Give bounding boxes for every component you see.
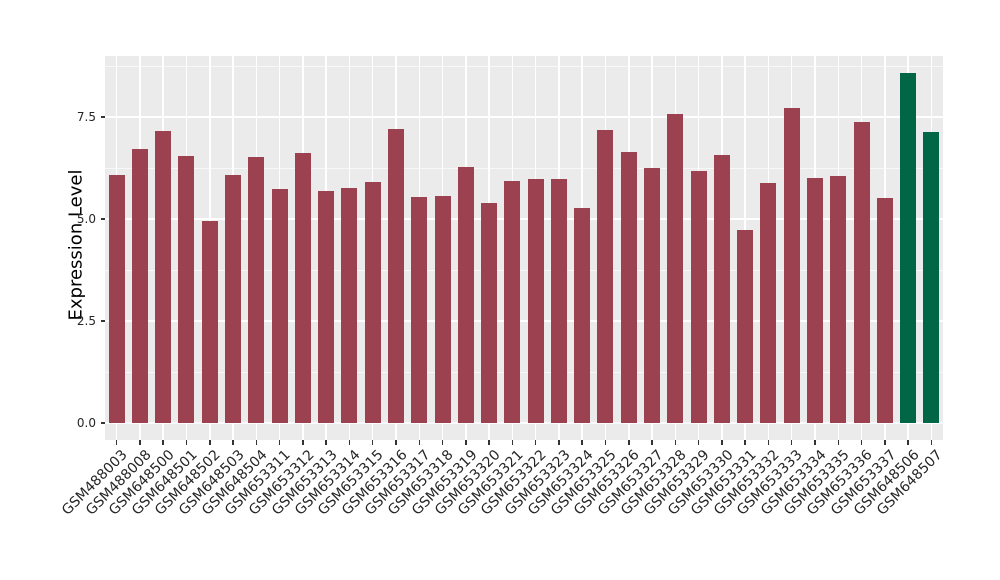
x-tick-mark bbox=[860, 440, 863, 445]
bar-GSM648507 bbox=[923, 132, 940, 423]
y-tick-label: 5.0 bbox=[76, 212, 96, 226]
x-tick-mark bbox=[371, 440, 374, 445]
y-axis-title: Expression Level bbox=[65, 169, 87, 321]
bar-GSM653329 bbox=[690, 170, 707, 423]
x-tick-mark bbox=[628, 440, 630, 445]
y-tick-mark bbox=[100, 422, 105, 424]
x-tick-mark bbox=[744, 440, 746, 445]
bar-GSM653333 bbox=[783, 108, 800, 423]
x-tick-mark bbox=[721, 440, 723, 445]
bar-GSM653328 bbox=[667, 114, 684, 423]
x-tick-mark bbox=[767, 440, 770, 445]
bar-GSM653331 bbox=[737, 230, 754, 423]
bar-GSM653332 bbox=[760, 182, 777, 423]
minor-gridline bbox=[105, 269, 943, 271]
major-gridline bbox=[105, 116, 943, 118]
x-tick-mark bbox=[604, 440, 607, 445]
bar-GSM488003 bbox=[108, 175, 125, 423]
bar-GSM653315 bbox=[364, 181, 381, 423]
bar-GSM653330 bbox=[713, 154, 730, 423]
x-tick-mark bbox=[115, 440, 118, 445]
bar-GSM653316 bbox=[387, 129, 404, 423]
bar-GSM648503 bbox=[225, 175, 242, 423]
x-tick-mark bbox=[907, 440, 909, 445]
major-gridline bbox=[105, 320, 943, 322]
bar-GSM648502 bbox=[201, 221, 218, 423]
bar-GSM653314 bbox=[341, 187, 358, 423]
bar-GSM648500 bbox=[155, 130, 172, 423]
minor-gridline bbox=[105, 65, 943, 67]
x-tick-mark bbox=[558, 440, 560, 445]
major-gridline bbox=[105, 218, 943, 220]
bar-GSM648504 bbox=[248, 156, 265, 423]
bar-GSM653320 bbox=[481, 203, 498, 423]
x-tick-mark bbox=[255, 440, 258, 445]
x-tick-mark bbox=[162, 440, 164, 445]
y-tick-mark bbox=[100, 218, 105, 220]
x-tick-mark bbox=[418, 440, 420, 445]
bar-GSM653335 bbox=[830, 176, 847, 423]
bar-GSM653325 bbox=[597, 130, 614, 423]
bar-GSM653327 bbox=[644, 168, 661, 423]
minor-gridline bbox=[105, 371, 943, 373]
x-tick-mark bbox=[674, 440, 677, 445]
bar-GSM653319 bbox=[457, 167, 474, 423]
bar-GSM653324 bbox=[574, 207, 591, 423]
bar-GSM648501 bbox=[178, 155, 195, 423]
bar-GSM653323 bbox=[550, 178, 567, 423]
x-tick-mark bbox=[534, 440, 537, 445]
y-tick-mark bbox=[100, 320, 105, 322]
bar-GSM653337 bbox=[876, 198, 893, 423]
x-tick-mark bbox=[185, 440, 188, 445]
x-tick-mark bbox=[302, 440, 304, 445]
x-tick-mark bbox=[581, 440, 583, 445]
bar-GSM653334 bbox=[806, 177, 823, 423]
x-tick-mark bbox=[697, 440, 700, 445]
bar-GSM648506 bbox=[900, 73, 917, 423]
bar-GSM653313 bbox=[318, 190, 335, 423]
bar-GSM653317 bbox=[411, 197, 428, 423]
x-tick-mark bbox=[325, 440, 327, 445]
x-tick-mark bbox=[488, 440, 490, 445]
y-tick-label: 2.5 bbox=[76, 314, 96, 328]
bar-GSM653336 bbox=[853, 121, 870, 423]
minor-gridline bbox=[105, 167, 943, 169]
x-tick-mark bbox=[278, 440, 281, 445]
bar-GSM653322 bbox=[527, 178, 544, 423]
x-tick-mark bbox=[814, 440, 816, 445]
bar-GSM653321 bbox=[504, 181, 521, 423]
x-tick-mark bbox=[209, 440, 211, 445]
bar-GSM653326 bbox=[620, 151, 637, 423]
bar-GSM653318 bbox=[434, 195, 451, 423]
x-tick-mark bbox=[348, 440, 351, 445]
x-tick-mark bbox=[837, 440, 839, 445]
bar-GSM653311 bbox=[271, 188, 288, 423]
x-tick-mark bbox=[884, 440, 886, 445]
x-tick-mark bbox=[232, 440, 234, 445]
x-tick-mark bbox=[511, 440, 514, 445]
plot-panel bbox=[105, 56, 943, 440]
x-tick-mark bbox=[465, 440, 467, 445]
x-tick-mark bbox=[930, 440, 933, 445]
y-tick-label: 0.0 bbox=[76, 416, 96, 430]
x-tick-mark bbox=[790, 440, 793, 445]
x-tick-mark bbox=[441, 440, 444, 445]
bar-GSM488008 bbox=[131, 148, 148, 423]
y-tick-mark bbox=[100, 116, 105, 118]
x-tick-mark bbox=[139, 440, 141, 445]
bar-GSM653312 bbox=[294, 152, 311, 423]
major-gridline bbox=[105, 422, 943, 424]
x-tick-mark bbox=[651, 440, 653, 445]
y-tick-label: 7.5 bbox=[76, 110, 96, 124]
x-tick-mark bbox=[395, 440, 397, 445]
